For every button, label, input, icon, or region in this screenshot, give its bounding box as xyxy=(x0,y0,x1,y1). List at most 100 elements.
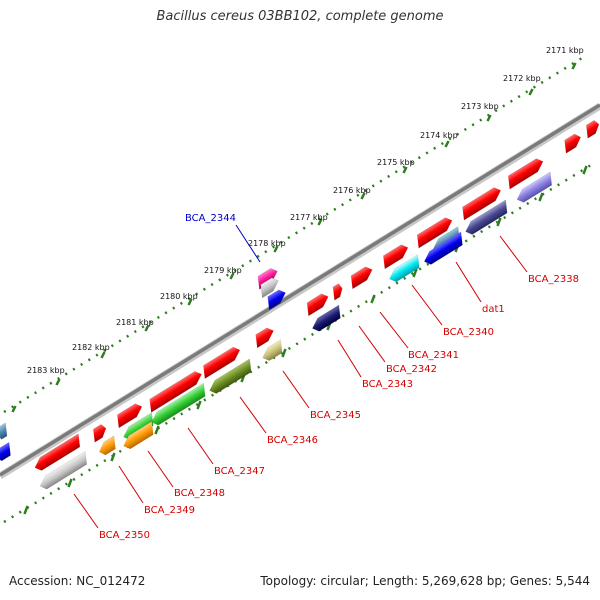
gene-arrow[interactable] xyxy=(516,171,553,206)
gene-arrow-body xyxy=(350,266,373,290)
gene-arrow-body xyxy=(123,412,154,441)
gene-arrow[interactable] xyxy=(123,412,154,443)
gene-label[interactable]: BCA_2347 xyxy=(214,466,265,477)
gene-label[interactable]: BCA_2349 xyxy=(144,505,195,516)
gene-arrow[interactable] xyxy=(34,433,81,474)
gene-arrow-body xyxy=(255,327,274,349)
outer-ruler xyxy=(3,56,583,414)
genome-summary-label: Topology: circular; Length: 5,269,628 bp… xyxy=(260,574,590,588)
gene-arrow[interactable] xyxy=(507,155,544,190)
gene-arrow[interactable] xyxy=(209,358,252,397)
outer-tick xyxy=(100,351,106,359)
gene-arrow[interactable] xyxy=(389,254,420,285)
gene-arrow-body xyxy=(306,293,329,317)
inner-tick xyxy=(538,192,544,202)
inner-tick xyxy=(370,294,376,304)
inner-tick xyxy=(412,268,418,278)
gene-arrow[interactable] xyxy=(462,184,502,221)
gene-arrow[interactable] xyxy=(203,343,241,380)
accession-label: Accession: NC_012472 xyxy=(9,574,146,588)
gene-arrow[interactable] xyxy=(423,231,463,268)
gene-label[interactable]: BCA_2348 xyxy=(174,488,225,499)
gene-arrow-body xyxy=(39,450,87,490)
ruler-ticks xyxy=(11,62,588,515)
gene-arrow[interactable] xyxy=(39,450,87,493)
outer-tick xyxy=(229,272,235,280)
gene-label[interactable]: dat1 xyxy=(482,304,505,315)
callout-line xyxy=(239,396,267,434)
gene-arrow-body xyxy=(312,304,341,332)
gene-arrow[interactable] xyxy=(255,324,275,349)
outer-tick xyxy=(571,62,577,70)
gene-arrow[interactable] xyxy=(151,382,206,429)
ruler-label: 2183 kbp xyxy=(27,366,65,375)
map-title: Bacillus cereus 03BB102, complete genome xyxy=(156,9,444,24)
gene-arrow[interactable] xyxy=(332,282,343,301)
gene-arrow-body xyxy=(416,217,453,249)
gene-arrow[interactable] xyxy=(260,274,280,299)
gene-arrow[interactable] xyxy=(149,368,203,413)
callout-line xyxy=(282,370,310,409)
ruler-label: 2178 kbp xyxy=(248,239,286,248)
gene-arrow-body xyxy=(389,254,420,283)
outer-tick xyxy=(528,88,534,96)
gene-label[interactable]: BCA_2341 xyxy=(408,350,459,361)
callout-line xyxy=(73,493,99,529)
ruler-label: 2171 kbp xyxy=(546,46,584,55)
callout-line xyxy=(455,261,482,303)
callout-line xyxy=(147,450,174,488)
gene-arrow[interactable] xyxy=(262,339,283,365)
gene-arrow[interactable] xyxy=(117,400,143,429)
inner-tick xyxy=(281,348,287,358)
gene-arrow-body xyxy=(93,423,107,443)
gene-arrow-body xyxy=(267,289,286,311)
gene-arrow[interactable] xyxy=(267,286,287,311)
gene-features xyxy=(0,118,600,493)
gene-arrow[interactable] xyxy=(93,422,107,443)
gene-label[interactable]: BCA_2340 xyxy=(443,327,494,338)
gene-arrow-body xyxy=(99,435,116,456)
ruler-label: 2180 kbp xyxy=(160,292,198,301)
gene-label[interactable]: BCA_2338 xyxy=(528,274,579,285)
gene-label[interactable]: BCA_2346 xyxy=(267,435,318,446)
gene-arrow-body xyxy=(123,421,154,450)
gene-arrow[interactable] xyxy=(312,304,341,335)
gene-arrow[interactable] xyxy=(0,422,8,441)
genome-backbone-core xyxy=(0,103,600,477)
callout-line xyxy=(499,235,528,273)
inner-tick xyxy=(23,505,29,515)
gene-arrow[interactable] xyxy=(564,131,582,154)
gene-arrow[interactable] xyxy=(416,214,453,249)
gene-callouts: BCA_2338 dat1 BCA_2340 BCA_2341 BCA_2342 BCA_… xyxy=(73,213,579,541)
ruler-label: 2173 kbp xyxy=(461,102,499,111)
gene-arrow-body xyxy=(260,277,279,299)
callout-line xyxy=(118,465,144,504)
outer-tick xyxy=(11,405,17,413)
gene-arrow[interactable] xyxy=(383,241,409,270)
gene-arrow[interactable] xyxy=(0,441,11,464)
gene-arrow-body xyxy=(149,371,202,413)
gene-label[interactable]: BCA_2350 xyxy=(99,530,150,541)
gene-label[interactable]: BCA_2344 xyxy=(185,213,236,224)
gene-arrow-body xyxy=(564,133,581,154)
gene-arrow[interactable] xyxy=(586,118,600,139)
gene-arrow-body xyxy=(203,346,241,380)
gene-label[interactable]: BCA_2345 xyxy=(310,410,361,421)
gene-label[interactable]: BCA_2343 xyxy=(362,379,413,390)
gene-arrow[interactable] xyxy=(123,421,154,452)
gene-arrow[interactable] xyxy=(99,435,116,459)
gene-arrow-body xyxy=(462,187,502,221)
ruler-label: 2181 kbp xyxy=(116,318,154,327)
gene-arrow-body xyxy=(0,422,8,440)
gene-label[interactable]: BCA_2342 xyxy=(386,364,437,375)
inner-tick xyxy=(67,478,73,488)
inner-tick xyxy=(582,165,588,175)
gene-arrow[interactable] xyxy=(306,290,329,317)
callout-line xyxy=(235,224,261,263)
gene-arrow[interactable] xyxy=(350,263,373,290)
gene-arrow[interactable] xyxy=(465,199,508,238)
ruler-labels: 2171 kbp 2172 kbp 2173 kbp 2174 kbp 2175 kbp… xyxy=(27,46,584,375)
outer-tick xyxy=(402,166,408,174)
